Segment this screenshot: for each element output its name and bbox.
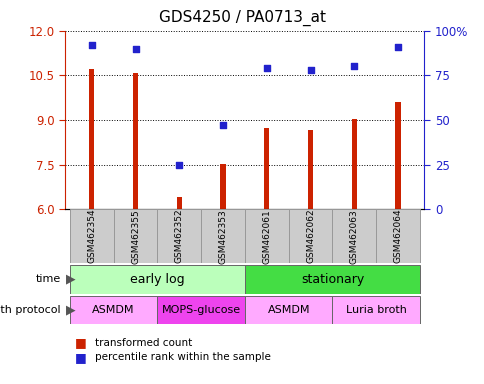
Text: GSM462352: GSM462352 [174, 209, 183, 263]
Text: GSM462353: GSM462353 [218, 209, 227, 263]
Text: MOPS-glucose: MOPS-glucose [161, 305, 240, 315]
Text: stationary: stationary [300, 273, 363, 286]
Text: ▶: ▶ [66, 273, 76, 286]
Text: ▶: ▶ [66, 304, 76, 316]
Text: GSM462355: GSM462355 [131, 209, 140, 263]
Point [393, 44, 401, 50]
Point [306, 67, 314, 73]
Text: GSM462063: GSM462063 [349, 209, 358, 263]
Text: GDS4250 / PA0713_at: GDS4250 / PA0713_at [159, 10, 325, 26]
Bar [70, 296, 157, 324]
Bar [89, 69, 94, 209]
Bar [307, 131, 313, 209]
Bar [288, 209, 332, 263]
Bar [70, 209, 113, 263]
Bar [376, 209, 419, 263]
Text: GSM462062: GSM462062 [305, 209, 315, 263]
Bar [70, 265, 244, 294]
Bar [176, 197, 182, 209]
Text: ■: ■ [75, 336, 87, 349]
Bar [157, 209, 201, 263]
Bar [264, 128, 269, 209]
Bar [244, 265, 419, 294]
Text: ■: ■ [75, 351, 87, 364]
Text: Luria broth: Luria broth [345, 305, 406, 315]
Bar [220, 164, 225, 209]
Text: ASMDM: ASMDM [92, 305, 135, 315]
Bar [244, 209, 288, 263]
Bar [332, 296, 419, 324]
Point [88, 42, 95, 48]
Text: growth protocol: growth protocol [0, 305, 60, 315]
Text: ASMDM: ASMDM [267, 305, 309, 315]
Bar [244, 296, 332, 324]
Point [219, 122, 227, 128]
Bar [332, 209, 376, 263]
Point [262, 65, 270, 71]
Text: time: time [35, 274, 60, 285]
Point [131, 46, 139, 52]
Bar [113, 209, 157, 263]
Point [350, 63, 358, 70]
Point [175, 162, 183, 168]
Text: GSM462061: GSM462061 [262, 209, 271, 263]
Bar [133, 73, 138, 209]
Text: GSM462354: GSM462354 [87, 209, 96, 263]
Text: percentile rank within the sample: percentile rank within the sample [94, 352, 270, 362]
Bar [394, 101, 400, 209]
Text: early log: early log [130, 273, 184, 286]
Bar [157, 296, 244, 324]
Text: transformed count: transformed count [94, 338, 192, 348]
Bar [201, 209, 244, 263]
Text: GSM462064: GSM462064 [393, 209, 402, 263]
Bar [351, 119, 356, 209]
